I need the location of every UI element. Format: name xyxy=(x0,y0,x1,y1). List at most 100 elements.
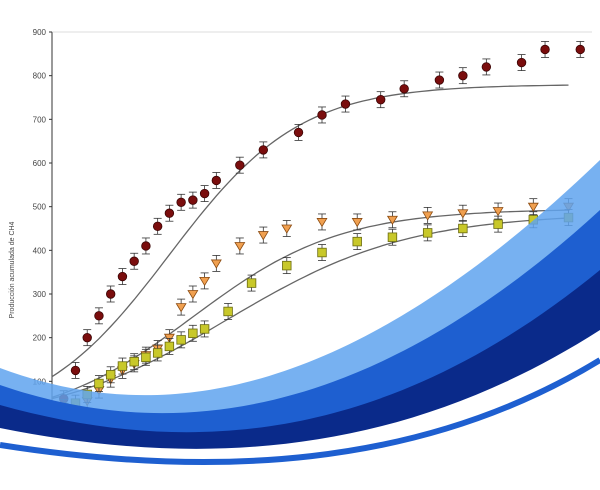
y-tick-label: 600 xyxy=(33,159,47,168)
square-marker xyxy=(199,324,210,334)
y-tick-label: 300 xyxy=(33,290,47,299)
circle-marker xyxy=(434,75,445,85)
data-point-s2 xyxy=(281,220,293,237)
data-point-s1 xyxy=(141,237,151,255)
data-point-s2 xyxy=(457,204,469,222)
data-point-s1 xyxy=(176,193,186,211)
data-point-s1 xyxy=(105,285,116,303)
data-point-s1 xyxy=(434,71,445,89)
circle-marker xyxy=(211,175,222,186)
circle-marker xyxy=(540,44,550,55)
square-marker xyxy=(317,247,327,258)
data-point-s2 xyxy=(199,272,211,290)
triangle-marker xyxy=(187,290,199,300)
triangle-marker xyxy=(492,207,504,217)
data-point-s1 xyxy=(117,268,128,285)
decorative-wave-overlay xyxy=(0,160,600,490)
data-point-s2 xyxy=(175,298,187,316)
y-tick-label: 700 xyxy=(33,115,47,124)
data-point-s3 xyxy=(282,257,292,275)
data-point-s3 xyxy=(458,220,468,237)
circle-marker xyxy=(481,62,492,72)
triangle-marker xyxy=(281,224,293,234)
data-point-s2 xyxy=(386,211,398,229)
data-point-s1 xyxy=(164,204,175,222)
circle-marker xyxy=(575,44,585,55)
circle-marker xyxy=(399,84,409,94)
data-point-s1 xyxy=(70,362,81,379)
square-marker xyxy=(105,370,116,380)
data-point-s3 xyxy=(246,274,257,292)
square-marker xyxy=(129,356,139,367)
data-point-s3 xyxy=(105,366,116,384)
circle-marker xyxy=(129,256,139,266)
y-tick-label: 500 xyxy=(33,203,47,212)
square-marker xyxy=(176,335,186,345)
data-point-s1 xyxy=(211,172,222,189)
triangle-marker xyxy=(527,202,539,212)
data-point-s3 xyxy=(164,337,175,355)
fit-curve-3 xyxy=(51,217,569,400)
square-marker xyxy=(282,260,292,271)
circle-marker xyxy=(70,365,81,376)
square-marker xyxy=(188,328,198,339)
data-point-s1 xyxy=(82,329,92,347)
circle-marker xyxy=(199,188,210,199)
data-point-s2 xyxy=(316,213,328,231)
y-axis-label: Producción acumulada de CH4 xyxy=(9,221,16,318)
triangle-marker xyxy=(234,242,246,252)
y-tick-label: 200 xyxy=(33,334,47,343)
data-point-s3 xyxy=(176,331,186,349)
data-point-s3 xyxy=(317,244,327,261)
square-marker xyxy=(117,361,128,371)
data-point-s3 xyxy=(117,357,128,375)
data-point-s2 xyxy=(210,255,222,272)
data-point-s3 xyxy=(152,344,163,362)
triangle-marker xyxy=(199,276,211,287)
square-marker xyxy=(422,228,433,238)
data-point-s1 xyxy=(188,191,198,209)
data-point-s3 xyxy=(352,233,362,251)
data-point-s1 xyxy=(235,156,245,174)
data-point-s1 xyxy=(340,95,351,113)
triangle-marker xyxy=(316,218,328,228)
circle-marker xyxy=(141,241,151,251)
data-point-s3 xyxy=(129,353,139,371)
data-point-s2 xyxy=(234,237,246,255)
wave-accent-line xyxy=(0,357,600,466)
square-marker xyxy=(164,341,175,352)
triangle-marker xyxy=(351,218,363,228)
data-point-s3 xyxy=(199,320,210,338)
wave-bottom-white xyxy=(0,375,600,490)
data-point-s1 xyxy=(317,106,327,124)
data-point-s2 xyxy=(422,206,434,224)
triangle-marker xyxy=(386,215,398,226)
triangle-marker xyxy=(457,209,469,219)
circle-marker xyxy=(293,127,304,138)
circle-marker xyxy=(164,208,175,218)
data-point-s1 xyxy=(540,41,550,58)
data-point-s3 xyxy=(223,303,233,320)
circle-marker xyxy=(317,110,327,120)
triangle-marker xyxy=(210,259,222,269)
circle-marker xyxy=(340,99,351,109)
circle-marker xyxy=(152,221,163,232)
data-point-s2 xyxy=(187,285,199,303)
square-marker xyxy=(152,348,163,358)
circle-marker xyxy=(117,271,128,282)
data-point-s1 xyxy=(129,252,139,270)
square-marker xyxy=(493,219,503,229)
data-point-s1 xyxy=(575,41,585,58)
square-marker xyxy=(352,236,362,247)
data-point-s1 xyxy=(516,54,527,71)
circle-marker xyxy=(82,332,92,343)
data-point-s3 xyxy=(387,228,398,246)
circle-marker xyxy=(516,57,527,68)
data-point-s1 xyxy=(94,307,104,325)
square-marker xyxy=(223,306,233,317)
fit-curve-1 xyxy=(51,84,569,378)
triangle-marker xyxy=(422,211,434,221)
circle-marker xyxy=(188,195,198,205)
data-point-s3 xyxy=(422,224,433,242)
